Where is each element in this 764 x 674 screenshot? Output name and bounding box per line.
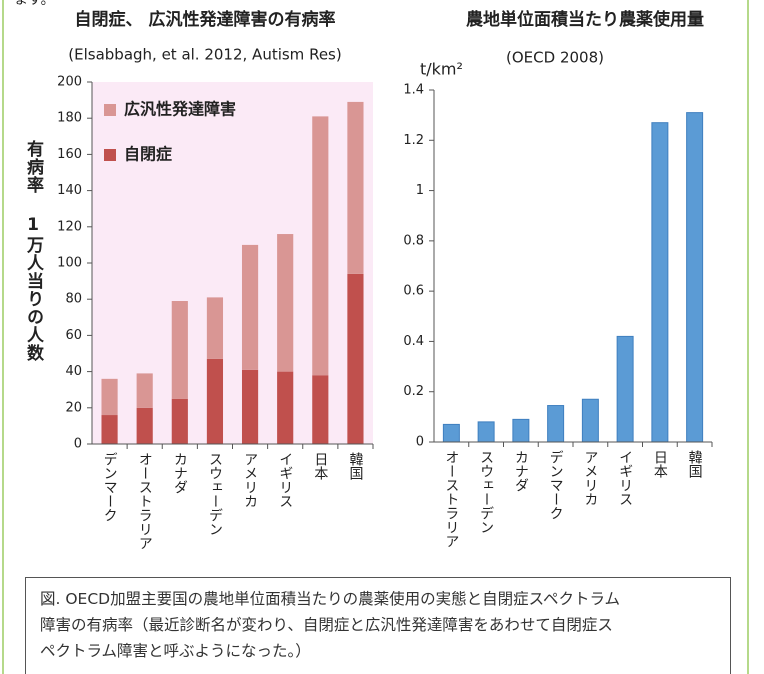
bar-segment	[206, 358, 224, 444]
x-tick-label: アメリカ	[242, 452, 258, 508]
bar-segment	[312, 375, 329, 444]
caption-line: 図. OECD加盟主要国の農地単位面積当たりの農薬使用の実態と自閉症スペクトラム	[40, 590, 621, 608]
bar-segment	[241, 244, 259, 370]
x-tick-label: 日本	[312, 452, 328, 480]
y-tick-label: 40	[65, 364, 82, 379]
y-tick-label: 1	[416, 183, 424, 198]
x-tick-label: 韓国	[347, 452, 363, 480]
legend-label: 自閉症	[124, 145, 172, 164]
y-tick-label: 0.4	[403, 334, 424, 349]
legend-swatch	[104, 149, 116, 161]
bar-segment	[206, 297, 224, 359]
bar	[616, 335, 634, 443]
bar-segment	[101, 378, 118, 416]
chart-title: 自閉症、 広汎性発達障害の有病率	[75, 9, 336, 30]
y-axis-label: t/km²	[420, 60, 463, 79]
x-tick-label: イギリス	[277, 452, 293, 508]
y-axis-label: 有病率 1万人当りの人数	[23, 139, 45, 362]
caption-line: 障害の有病率（最近診断名が変わり、自閉症と広汎性発達障害をあわせて自閉症ス	[40, 616, 613, 634]
y-tick-label: 0.8	[403, 233, 424, 248]
bar-segment	[241, 369, 259, 444]
legend-swatch	[104, 104, 116, 116]
bar-segment	[136, 407, 153, 444]
bar-segment	[136, 373, 153, 408]
bar-segment	[277, 234, 294, 372]
bar-segment	[171, 301, 188, 399]
x-tick-label: オーストラリア	[443, 450, 459, 548]
x-tick-label: デンマーク	[102, 452, 118, 522]
y-tick-label: 100	[57, 256, 82, 271]
bar	[512, 418, 530, 443]
x-tick-label: 日本	[652, 450, 668, 478]
x-tick-label: スウェーデン	[207, 452, 223, 536]
x-tick-label: スウェーデン	[478, 450, 494, 534]
y-tick-label: 1.4	[403, 83, 424, 98]
bar	[477, 421, 495, 443]
bar-segment	[277, 371, 294, 444]
y-tick-label: 160	[57, 147, 82, 162]
bar	[581, 398, 599, 443]
y-tick-label: 0	[74, 437, 82, 452]
caption-line: ペクトラム障害と呼ぶようになった。）	[40, 642, 311, 660]
chart-subtitle: (Elsabbagh, et al. 2012, Autism Res)	[68, 46, 341, 64]
y-tick-label: 200	[57, 75, 82, 90]
bar	[547, 405, 565, 443]
x-tick-label: カナダ	[172, 452, 188, 494]
bar-segment	[312, 116, 329, 376]
x-tick-label: オーストラリア	[137, 452, 153, 550]
bar	[651, 122, 669, 443]
y-tick-label: 80	[65, 292, 82, 307]
x-tick-label: デンマーク	[548, 450, 564, 520]
bar-segment	[101, 415, 118, 444]
bar	[686, 112, 704, 443]
y-tick-label: 0.2	[403, 384, 424, 399]
x-tick-label: イギリス	[617, 450, 633, 506]
bar-segment	[347, 273, 364, 444]
y-tick-label: 120	[57, 219, 82, 234]
bar-segment	[171, 398, 188, 444]
x-tick-label: 韓国	[687, 450, 703, 478]
x-tick-label: カナダ	[513, 450, 529, 492]
y-tick-label: 0.6	[403, 284, 424, 299]
chart-title: 農地単位面積当たり農薬使用量	[466, 9, 704, 30]
chart-subtitle: (OECD 2008)	[506, 49, 604, 67]
y-tick-label: 140	[57, 183, 82, 198]
y-tick-label: 20	[65, 400, 82, 415]
caption: 図. OECD加盟主要国の農地単位面積当たりの農薬使用の実態と自閉症スペクトラム…	[25, 577, 731, 674]
top-text: ます。	[14, 0, 55, 8]
x-tick-label: アメリカ	[582, 450, 598, 506]
y-tick-label: 180	[57, 111, 82, 126]
y-tick-label: 60	[65, 328, 82, 343]
plot-background	[92, 82, 373, 444]
y-tick-label: 1.2	[403, 133, 424, 148]
y-tick-label: 0	[416, 435, 424, 450]
bar	[442, 423, 460, 443]
bar-segment	[347, 101, 364, 274]
legend-label: 広汎性発達障害	[124, 100, 236, 119]
